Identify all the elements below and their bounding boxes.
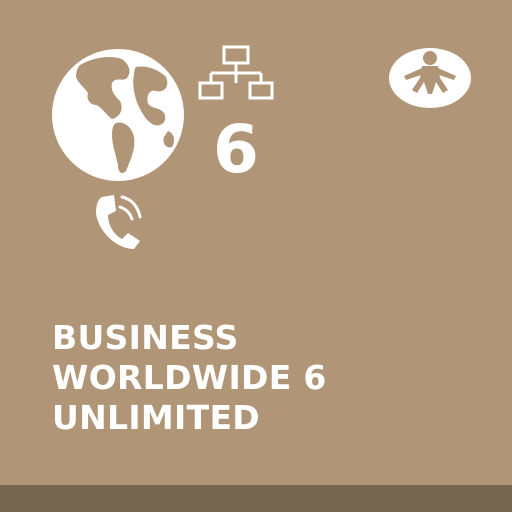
footer-bar bbox=[0, 485, 512, 512]
globe-icon bbox=[52, 49, 184, 181]
network-icon bbox=[198, 45, 274, 100]
traveler-icon bbox=[389, 48, 471, 108]
product-title: BUSINESS WORLDWIDE 6 UNLIMITED bbox=[52, 318, 327, 438]
phone-icon bbox=[96, 195, 142, 249]
title-line-2: WORLDWIDE 6 bbox=[52, 358, 327, 397]
title-line-1: BUSINESS bbox=[52, 318, 239, 357]
title-line-3: UNLIMITED bbox=[52, 398, 260, 437]
plan-number: 6 bbox=[213, 111, 259, 188]
